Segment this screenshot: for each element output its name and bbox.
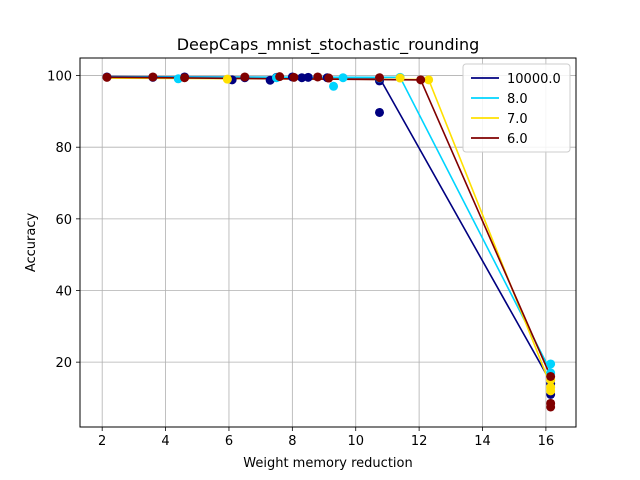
data-point-6.0	[289, 72, 299, 82]
data-point-6.0	[375, 73, 385, 83]
y-tick-label: 20	[55, 356, 72, 371]
data-point-6.0	[148, 72, 158, 82]
data-point-7.0	[546, 386, 556, 396]
legend-box	[462, 63, 571, 153]
data-point-7.0	[424, 75, 434, 85]
x-tick-label: 8	[288, 434, 296, 449]
data-point-6.0	[275, 72, 285, 82]
legend-label-8.0: 8.0	[507, 92, 528, 107]
series-points	[102, 72, 556, 412]
data-point-10000.0	[303, 72, 313, 82]
data-point-6.0	[313, 72, 323, 82]
y-tick-label: 60	[55, 213, 72, 228]
legend: 10000.0 8.0 7.0 6.0	[462, 63, 571, 153]
x-tick-label: 4	[161, 434, 169, 449]
data-point-6.0	[180, 73, 190, 83]
data-point-7.0	[395, 73, 405, 83]
x-tick-label: 14	[474, 434, 491, 449]
data-point-6.0	[416, 75, 426, 85]
x-tick-label: 2	[98, 434, 106, 449]
data-point-10000.0	[375, 107, 385, 117]
data-point-8.0	[546, 359, 556, 369]
y-tick-label: 40	[55, 285, 72, 300]
data-point-6.0	[546, 402, 556, 412]
legend-label-10000.0: 10000.0	[507, 72, 561, 87]
legend-label-6.0: 6.0	[507, 132, 528, 147]
chart-title: DeepCaps_mnist_stochastic_rounding	[177, 35, 480, 55]
x-tick-label: 12	[411, 434, 428, 449]
axes-frame	[79, 57, 577, 428]
data-point-8.0	[338, 73, 348, 83]
x-tick-label: 6	[225, 434, 233, 449]
x-tick-label: 16	[538, 434, 555, 449]
axis-ticks: 2 4 6 8 10 12 14 16 20 40 60 80 100	[47, 70, 554, 449]
data-point-6.0	[240, 72, 250, 82]
x-axis-title: Weight memory reduction	[243, 456, 412, 471]
data-point-7.0	[222, 74, 232, 84]
data-point-6.0	[546, 371, 556, 381]
data-point-8.0	[329, 81, 339, 91]
data-point-10000.0	[297, 73, 307, 83]
y-tick-label: 80	[55, 141, 72, 156]
y-tick-label: 100	[47, 70, 72, 85]
data-point-6.0	[102, 72, 112, 82]
x-tick-label: 10	[347, 434, 364, 449]
data-point-6.0	[324, 73, 334, 83]
legend-label-7.0: 7.0	[507, 112, 528, 127]
y-axis-title: Accuracy	[24, 213, 39, 273]
